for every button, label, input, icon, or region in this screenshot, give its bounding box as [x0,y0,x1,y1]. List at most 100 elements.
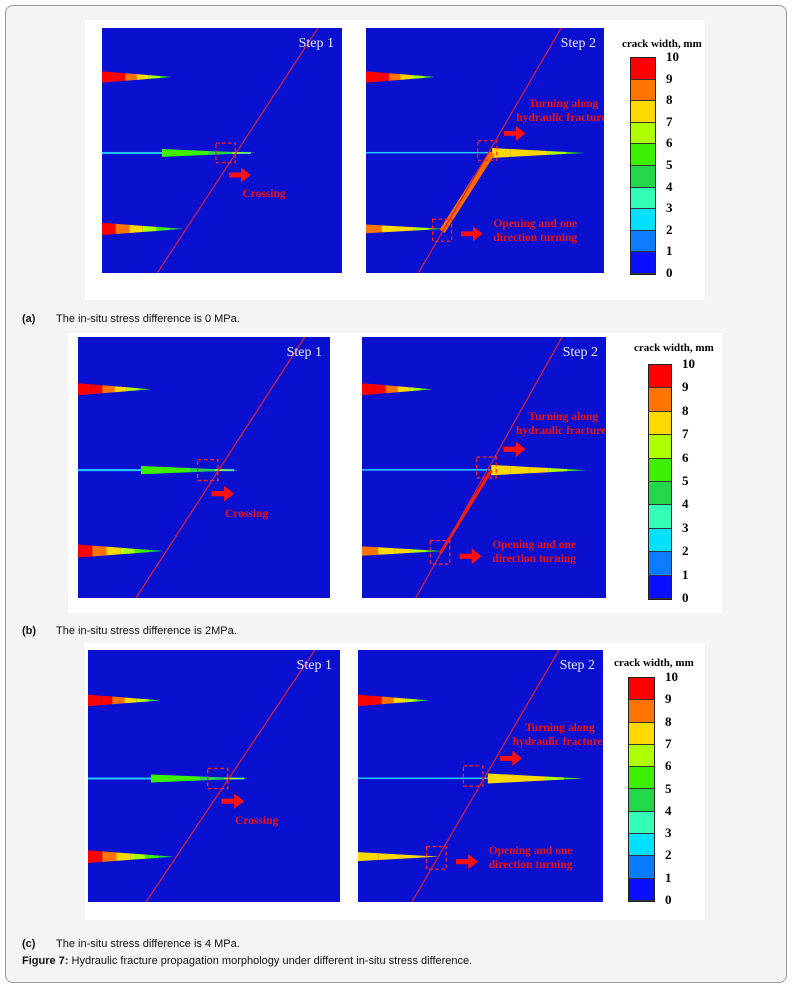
colorbar-tick: 3 [682,519,689,535]
natural-fault-line [417,28,562,273]
step2-plot: Step 2 Turning along hydraulic fractures O… [362,337,606,598]
arrow-icon [459,548,482,565]
colorbar-tick: 9 [666,70,673,86]
arrow-icon [456,854,479,870]
middle-fracture [208,150,233,155]
colorbar-band [631,79,655,102]
turned-fracture [492,148,511,158]
colorbar [648,364,672,600]
arrow-icon [504,126,526,141]
colorbar-tick: 0 [665,892,672,907]
step-label: Step 2 [560,36,596,51]
colorbar-tick: 2 [682,543,689,559]
upper-fracture [114,386,127,393]
upper-fracture [400,74,413,80]
colorbar-band [631,58,655,80]
panel-letter: (b) [22,625,37,637]
turned-fracture [487,773,507,784]
turned-fracture [545,776,565,781]
upper-fracture [124,697,137,704]
colorbar-tick: 9 [665,691,672,707]
middle-fracture [151,774,176,783]
turning-box [462,765,484,787]
lower-fracture [378,547,395,555]
panel-caption: (a) The in-situ stress difference is 0 MP… [22,313,240,325]
colorbar-band [649,388,671,412]
lower-fracture [106,546,121,556]
colorbar-band [629,811,654,835]
upper-fracture [136,74,149,80]
upper-fracture [373,384,386,395]
natural-fracture [366,151,493,154]
middle-fracture [175,775,201,782]
turned-fracture [506,774,527,783]
colorbar-band [629,767,654,790]
middle-fracture [200,776,225,781]
colorbar-tick: 4 [665,802,672,818]
middle-fracture [190,468,215,473]
lower-fracture [102,851,117,862]
lower-fracture [159,855,174,858]
colorbar-tick: 0 [666,265,673,280]
step-label: Step 2 [559,658,595,673]
lower-fracture [418,855,439,858]
upper-fracture [393,697,406,704]
turned-fracture [529,466,549,474]
colorbar-tick: 6 [682,449,689,465]
turned-fracture [510,149,530,157]
upper-fracture [385,385,398,394]
upper-fracture [148,75,160,79]
colorbar-tick: 6 [665,758,672,774]
upper-fracture [102,385,115,394]
upper-fracture [148,699,162,702]
lower-fracture [378,853,399,861]
colorbar-tick: 2 [666,221,673,237]
step1-plot: Step 1 Crossing [88,650,340,902]
lower-fracture [130,853,146,860]
upper-fracture [417,699,430,702]
natural-fault-line [411,650,560,902]
colorbar-band [631,209,655,231]
natural-fault-line [415,337,563,598]
upper-fracture [113,72,126,82]
lower-fracture [358,852,379,862]
middle-fracture [141,465,166,475]
crossing-box [197,459,219,482]
colorbar-tick: 4 [666,178,673,194]
upper-fracture [423,76,436,78]
colorbar-tick: 8 [666,92,673,108]
upper-fracture [405,698,418,703]
opening-box [425,845,447,870]
colorbar-band [649,481,671,506]
lower-fracture [129,224,143,233]
opening-box [429,539,451,565]
turned-fracture [547,150,567,155]
lower-fracture [381,225,398,233]
colorbar-band [649,528,671,553]
colorbar-tick: 6 [666,135,673,151]
colorbar-tick: 2 [665,847,672,863]
middle-fracture [224,777,250,780]
colorbar-band [631,187,655,210]
lower-fracture [135,548,150,554]
colorbar-band [629,789,654,812]
turned-fracture [564,777,584,780]
lower-fracture [115,223,130,235]
lower-fracture [366,224,382,234]
colorbar-band [649,435,671,459]
colorbar-tick: 8 [682,402,689,418]
upper-fracture [100,695,113,706]
arrow-icon [461,226,483,242]
colorbar-tick: 10 [665,669,678,684]
middle-fracture [162,149,186,157]
colorbar-band [631,122,655,145]
arrow-icon [221,793,245,809]
upper-fracture [397,386,410,393]
upper-fracture [362,383,374,396]
step-label: Step 1 [298,36,334,51]
colorbar-tick: 5 [665,780,672,796]
upper-fracture [358,694,370,707]
upper-fracture [88,694,101,707]
crossing-label: Crossing [234,814,279,827]
upper-fracture [125,73,137,81]
